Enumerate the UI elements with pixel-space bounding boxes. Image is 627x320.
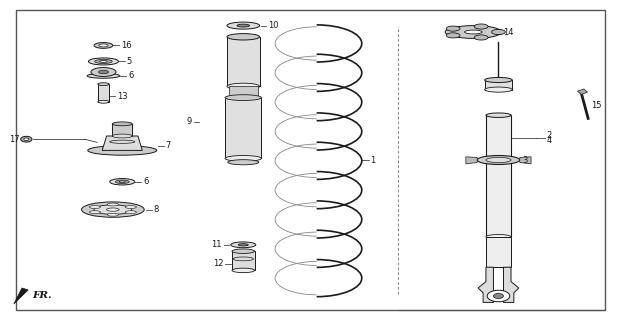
Polygon shape [102,136,142,150]
Ellipse shape [228,160,259,165]
Bar [486,237,511,267]
Ellipse shape [446,33,460,38]
Ellipse shape [21,136,32,142]
Ellipse shape [232,249,255,253]
Text: FR.: FR. [33,291,52,300]
Ellipse shape [485,87,512,92]
Ellipse shape [100,60,107,62]
Text: 10: 10 [268,21,279,30]
Ellipse shape [125,211,137,214]
Ellipse shape [94,43,113,48]
Ellipse shape [98,83,109,86]
Ellipse shape [94,205,132,214]
Ellipse shape [492,29,505,35]
Ellipse shape [237,24,250,27]
Ellipse shape [110,179,135,185]
Text: 5: 5 [127,57,132,66]
Ellipse shape [125,206,137,209]
Ellipse shape [88,58,119,65]
Text: 6: 6 [143,177,149,186]
Text: 6: 6 [128,71,134,80]
Polygon shape [478,267,493,302]
Text: 14: 14 [503,28,514,36]
Circle shape [493,293,503,299]
Polygon shape [577,89,587,94]
Text: 15: 15 [591,101,601,110]
Ellipse shape [107,213,119,216]
Ellipse shape [112,122,132,126]
Bar [485,80,512,90]
Text: 1: 1 [370,156,375,164]
Ellipse shape [232,268,255,273]
Text: 9: 9 [187,117,192,126]
Ellipse shape [227,83,260,90]
Ellipse shape [227,22,260,29]
Ellipse shape [24,138,29,140]
Bar [486,115,511,237]
Ellipse shape [98,70,108,74]
Ellipse shape [88,146,157,155]
Text: 11: 11 [211,240,222,249]
Bar [98,84,109,102]
Ellipse shape [445,26,502,38]
Ellipse shape [474,35,488,40]
Ellipse shape [89,206,100,209]
Ellipse shape [485,77,512,83]
Ellipse shape [227,34,260,40]
Ellipse shape [98,44,108,47]
Polygon shape [520,157,531,164]
Text: 12: 12 [213,260,223,268]
Ellipse shape [446,26,460,31]
Text: 16: 16 [121,41,132,50]
Ellipse shape [95,60,112,64]
Bar [232,251,255,270]
Ellipse shape [107,203,119,206]
Ellipse shape [82,202,144,217]
Ellipse shape [225,95,261,100]
Bar [227,37,260,86]
Text: 13: 13 [117,92,128,100]
Ellipse shape [486,235,511,239]
Bar [229,86,258,96]
Bar [112,124,132,136]
Ellipse shape [231,242,256,248]
Ellipse shape [119,181,125,182]
Ellipse shape [486,157,511,163]
Polygon shape [14,288,28,304]
Ellipse shape [112,134,132,138]
Ellipse shape [91,68,116,76]
Ellipse shape [486,113,511,117]
Ellipse shape [115,180,129,184]
Polygon shape [466,157,477,164]
Ellipse shape [474,24,488,29]
Polygon shape [503,267,519,302]
Ellipse shape [465,30,482,34]
Ellipse shape [238,244,248,246]
Text: 17: 17 [9,135,20,144]
Ellipse shape [225,156,261,161]
Text: 3: 3 [522,156,528,164]
Ellipse shape [89,211,100,214]
Ellipse shape [477,156,520,164]
Circle shape [487,290,510,302]
Text: 7: 7 [166,141,171,150]
Ellipse shape [87,74,120,78]
Ellipse shape [107,208,119,211]
Text: 2: 2 [547,131,552,140]
Text: 4: 4 [547,136,552,145]
Bar [225,98,261,158]
Text: 8: 8 [154,205,159,214]
Ellipse shape [98,100,109,103]
